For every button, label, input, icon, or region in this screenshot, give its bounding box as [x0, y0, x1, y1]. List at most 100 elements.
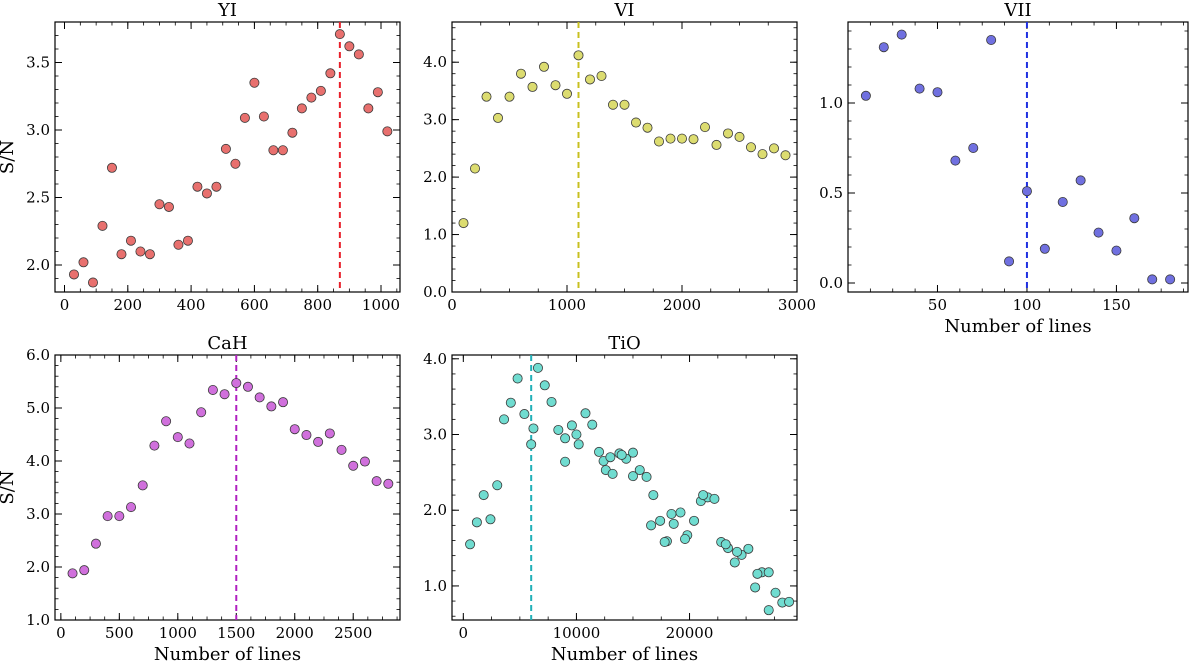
data-point: [207, 384, 218, 395]
data-point: [301, 430, 312, 441]
data-point: [242, 381, 253, 392]
data-point: [313, 436, 324, 447]
data-point: [723, 128, 734, 139]
data-point: [720, 539, 731, 550]
data-point: [1057, 196, 1068, 207]
y-tick-label: 5.0: [26, 399, 50, 417]
data-point: [780, 150, 791, 161]
y-tick-label: 6.0: [26, 346, 50, 364]
data-point: [631, 117, 642, 128]
plot-frame: [54, 21, 401, 293]
data-point: [359, 456, 370, 467]
data-point: [666, 508, 677, 519]
data-point: [485, 514, 496, 525]
data-point: [688, 134, 699, 145]
x-axis-label: Number of lines: [154, 644, 301, 665]
data-point: [532, 362, 543, 373]
plot-frame: [847, 21, 1189, 293]
data-point: [573, 50, 584, 61]
data-point: [594, 446, 605, 457]
data-point: [144, 249, 155, 260]
x-tick-label: 100: [1013, 296, 1042, 314]
y-tick-label: 0.5: [819, 184, 843, 202]
data-point: [97, 220, 108, 231]
data-point: [585, 74, 596, 85]
data-point: [289, 424, 300, 435]
y-tick-label: 0.0: [819, 274, 843, 292]
x-tick-label: 2000: [663, 296, 701, 314]
data-point: [769, 143, 780, 154]
y-tick-label: 1.0: [819, 94, 843, 112]
data-point: [746, 142, 757, 153]
data-point: [560, 456, 571, 467]
data-point: [655, 515, 666, 526]
data-point: [469, 163, 480, 174]
data-point: [596, 71, 607, 82]
y-tick-label: 3.0: [423, 426, 447, 444]
data-point: [553, 424, 564, 435]
data-point: [258, 111, 269, 122]
data-point: [732, 546, 743, 557]
data-point: [277, 145, 288, 156]
x-tick-label: 0: [56, 624, 66, 642]
data-point: [627, 471, 638, 482]
y-tick-label: 2.0: [423, 168, 447, 186]
data-point: [763, 567, 774, 578]
y-tick-label: 2.0: [26, 558, 50, 576]
data-point: [539, 380, 550, 391]
y-tick-label: 0.0: [423, 283, 447, 301]
data-point: [700, 122, 711, 133]
data-point: [680, 533, 691, 544]
data-point: [296, 103, 307, 114]
data-point: [950, 155, 961, 166]
data-point: [512, 373, 523, 384]
data-point: [986, 35, 997, 46]
data-point: [627, 447, 638, 458]
data-point: [526, 439, 537, 450]
data-point: [336, 444, 347, 455]
data-point: [734, 131, 745, 142]
data-point: [562, 88, 573, 99]
data-point: [675, 507, 686, 518]
data-point: [527, 81, 538, 92]
data-point: [173, 239, 184, 250]
data-point: [211, 181, 222, 192]
data-point: [1165, 274, 1176, 285]
x-tick-label: 20000: [666, 624, 714, 642]
data-point: [560, 433, 571, 444]
data-point: [1075, 175, 1086, 186]
data-point: [504, 91, 515, 102]
data-point: [149, 440, 160, 451]
data-point: [546, 396, 557, 407]
data-point: [659, 537, 670, 548]
y-tick-label: 2.0: [423, 501, 447, 519]
data-point: [641, 471, 652, 482]
plot-frame: [451, 21, 798, 293]
data-point: [154, 199, 165, 210]
data-point: [315, 85, 326, 96]
x-tick-label: 3000: [778, 296, 816, 314]
panel-title: VII: [1003, 0, 1031, 21]
data-point: [608, 99, 619, 110]
y-tick-label: 4.0: [423, 53, 447, 71]
x-tick-label: 0: [459, 624, 469, 642]
y-tick-label: 2.0: [26, 256, 50, 274]
panel-tio: 0 10000 20000 1.0 2.0 3.0 4.0 TiO Number of line…: [423, 333, 798, 665]
data-point: [114, 511, 125, 522]
data-point: [642, 122, 653, 133]
data-point: [287, 127, 298, 138]
x-tick-label: 1000: [548, 296, 586, 314]
data-point: [268, 145, 279, 156]
data-point: [677, 133, 688, 144]
data-point: [648, 490, 659, 501]
data-point: [126, 502, 137, 513]
data-point: [634, 465, 645, 476]
data-point: [711, 139, 722, 150]
data-point: [654, 136, 665, 147]
data-point: [371, 476, 382, 487]
y-axis-label: S/N: [0, 470, 18, 504]
data-point: [102, 511, 113, 522]
y-axis-label: S/N: [0, 140, 18, 174]
data-point: [1093, 227, 1104, 238]
